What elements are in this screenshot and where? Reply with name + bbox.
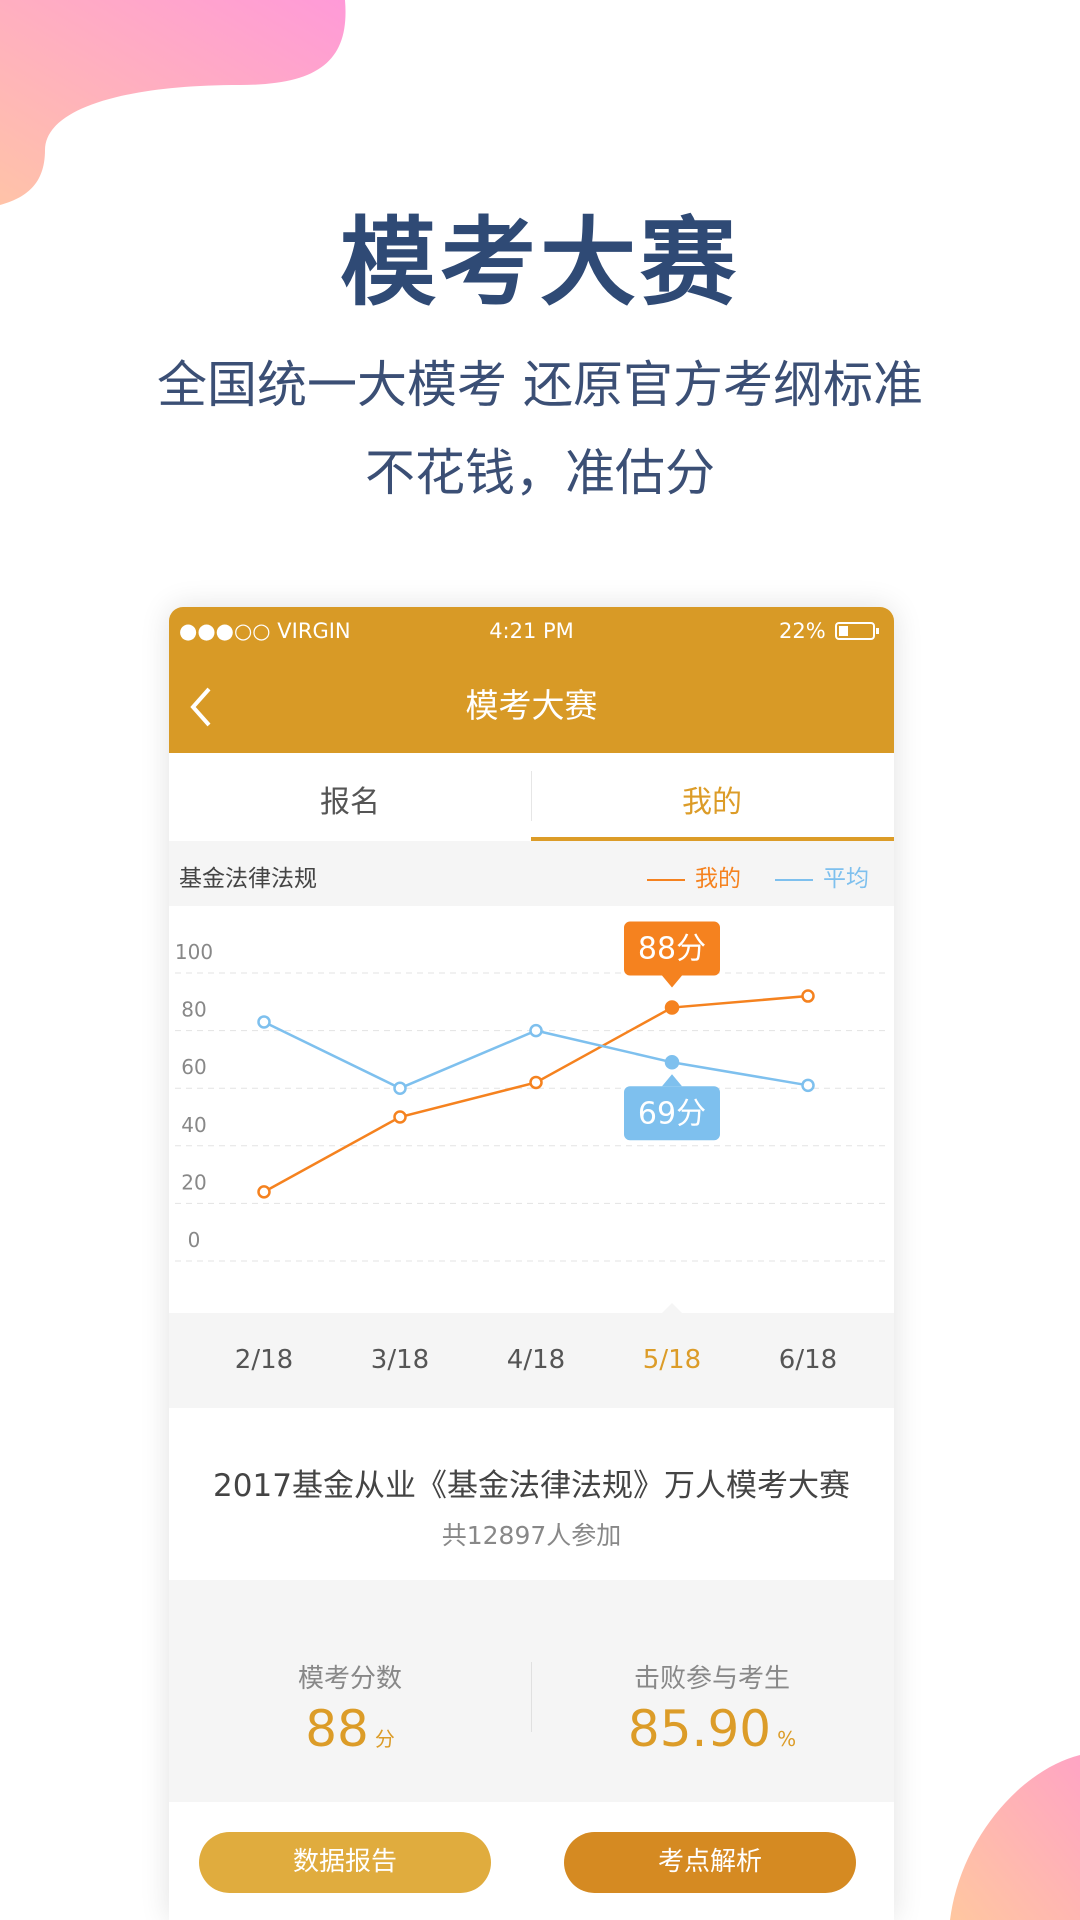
x-tick-label: 5/18 bbox=[642, 1345, 702, 1375]
stat-label: 模考分数 bbox=[297, 1664, 402, 1694]
value: 85.90 bbox=[627, 1700, 772, 1758]
phone-screen: ●●●○○ VIRGIN 4:21 PM 22% 模考大赛 报名 我的 基金法律… bbox=[169, 607, 894, 1920]
value: 88 bbox=[305, 1700, 369, 1758]
data-point bbox=[801, 989, 815, 1003]
subtitle: 不花钱，准估分 bbox=[365, 444, 715, 502]
blob bbox=[950, 1755, 1080, 1920]
data-point bbox=[529, 1023, 543, 1038]
chart: 0 20 40 60 80 100 88分 69分 bbox=[175, 921, 888, 1262]
back-button[interactable] bbox=[187, 685, 217, 729]
stat-value: 85.90% bbox=[531, 1700, 893, 1758]
unit: 分 bbox=[374, 1727, 395, 1751]
time: 4:21 PM bbox=[489, 619, 574, 643]
headline: 模考大赛 bbox=[340, 207, 740, 319]
data-point bbox=[257, 1185, 271, 1199]
battery: 22% bbox=[779, 619, 826, 643]
stat-label: 击败参与考生 bbox=[633, 1664, 790, 1694]
carrier: ●●●○○ VIRGIN bbox=[179, 619, 351, 643]
selector bbox=[662, 1303, 682, 1313]
subject: 基金法律法规 bbox=[179, 866, 317, 892]
button[interactable]: 数据报告 bbox=[199, 1832, 491, 1893]
subtitle: 全国统一大模考 还原官方考纲标准 bbox=[157, 356, 923, 414]
x-tick-label: 6/18 bbox=[778, 1345, 838, 1375]
legend-item: 我的 bbox=[647, 866, 741, 892]
data-point bbox=[529, 1075, 543, 1090]
legend-swatch bbox=[647, 878, 685, 881]
legend-swatch bbox=[775, 878, 813, 881]
y-tick-label: 60 bbox=[181, 1055, 206, 1079]
callout-pointer bbox=[662, 1074, 682, 1087]
legend-item: 平均 bbox=[775, 866, 869, 892]
tab-indicator bbox=[531, 837, 894, 841]
divider bbox=[531, 771, 532, 821]
data-point bbox=[664, 1000, 680, 1015]
legend-label: 平均 bbox=[823, 866, 869, 892]
y-tick-label: 40 bbox=[181, 1113, 206, 1137]
callout-pointer bbox=[662, 975, 682, 988]
callout-box bbox=[624, 1086, 720, 1141]
y-tick-label: 80 bbox=[181, 998, 206, 1022]
unit: % bbox=[777, 1727, 797, 1751]
tab[interactable]: 报名 bbox=[320, 785, 380, 820]
data-point bbox=[393, 1110, 407, 1124]
callout-box bbox=[624, 921, 720, 976]
y-tick-label: 20 bbox=[181, 1170, 206, 1194]
data-label: 88分 bbox=[638, 932, 706, 967]
data-point bbox=[664, 1055, 680, 1070]
stats: 模考分数 88 分 击败参与考生 85.90% bbox=[169, 1580, 894, 1802]
subject-row: 基金法律法规 我的 平均 bbox=[169, 841, 894, 906]
stat-value: 88 分 bbox=[169, 1700, 531, 1758]
divider bbox=[531, 1662, 532, 1732]
blob bbox=[0, 0, 346, 205]
exam-title: 2017基金从业《基金法律法规》万人模考大赛 bbox=[213, 1468, 850, 1504]
x-tick-label: 3/18 bbox=[370, 1345, 430, 1375]
exam-info: 2017基金从业《基金法律法规》万人模考大赛 共12897人参加 bbox=[169, 1408, 894, 1580]
legend-label: 我的 bbox=[695, 866, 741, 892]
tabs: 报名 我的 bbox=[169, 753, 894, 842]
tab[interactable]: 我的 bbox=[682, 785, 742, 820]
button[interactable]: 考点解析 bbox=[564, 1832, 856, 1893]
data-label: 69分 bbox=[638, 1096, 706, 1131]
header-bar: ●●●○○ VIRGIN 4:21 PM 22% 模考大赛 bbox=[169, 607, 894, 753]
data-point bbox=[393, 1081, 407, 1095]
x-axis-row: 2/18 3/18 4/18 5/18 6/18 bbox=[169, 1303, 894, 1408]
battery-icon bbox=[835, 622, 879, 640]
legend: 我的 平均 bbox=[613, 859, 869, 893]
x-tick-label: 4/18 bbox=[506, 1345, 566, 1375]
data-point bbox=[801, 1078, 815, 1093]
y-tick-label: 0 bbox=[188, 1228, 201, 1252]
x-tick-label: 2/18 bbox=[234, 1345, 294, 1375]
nav-title: 模考大赛 bbox=[465, 686, 598, 725]
y-tick-label: 100 bbox=[175, 940, 213, 964]
data-point bbox=[257, 1015, 271, 1029]
participants: 共12897人参加 bbox=[441, 1521, 622, 1550]
